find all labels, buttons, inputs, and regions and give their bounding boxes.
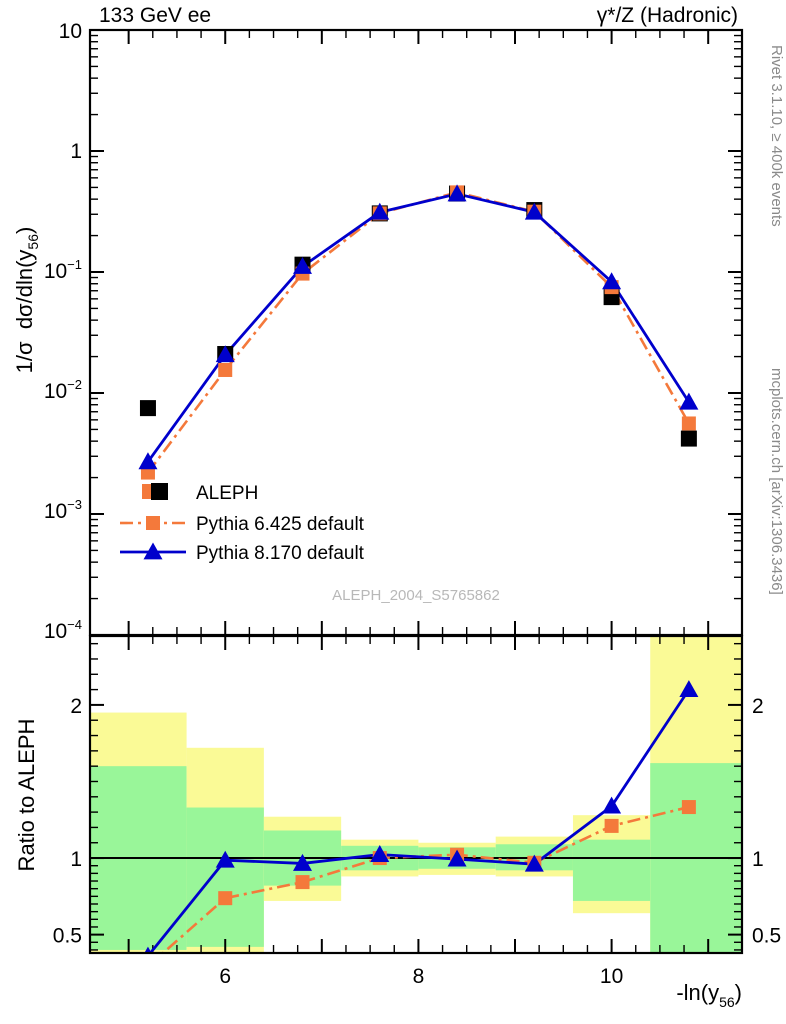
- main-y-axis-label: 1/σ dσ/dln(y56): [12, 227, 41, 374]
- header-right-title: γ*/Z (Hadronic): [597, 4, 738, 27]
- ratio-data-layer: [144, 680, 699, 953]
- legend-item-label: Pythia 8.170 default: [196, 543, 365, 564]
- svg-text:10−2: 10−2: [44, 377, 82, 403]
- ratio-y-axis-label: Ratio to ALEPH: [14, 719, 39, 872]
- header-left-title: 133 GeV ee: [99, 4, 211, 27]
- ratio-plot-frame: [88, 634, 744, 955]
- ratio-y-tick-label-right: 1: [752, 848, 764, 871]
- ratio-y-tick-labels: 0.5 0.5 1 1 2 2: [53, 695, 781, 948]
- main-panel: 1/σ dσ/dln(y56) 10 1 10−1 10−2 10−3 10−4: [12, 20, 744, 643]
- ratio-y-tick-label: 2: [70, 695, 82, 718]
- side-label-mcplots: mcplots.cern.ch [arXiv:1306.3436]: [768, 368, 785, 595]
- x-axis-tick-labels: 6 8 10: [219, 965, 623, 988]
- side-label-rivet: Rivet 3.1.10, ≥ 400k events: [768, 45, 785, 227]
- svg-text:1: 1: [70, 140, 82, 163]
- ratio-y-tick-label: 0.5: [53, 925, 82, 948]
- legend-item-label: Pythia 6.425 default: [196, 514, 365, 535]
- ratio-y-tick-label-right: 2: [752, 695, 764, 718]
- legend: ALEPH Pythia 6.425 default Pythia 8.170 de…: [120, 483, 365, 564]
- main-data-layer: [138, 184, 699, 480]
- x-tick-label: 6: [219, 965, 231, 988]
- ratio-panel: Ratio to ALEPH 0.5 0.5 1 1 2 2 6 8 10 -ln(y56): [14, 634, 781, 1010]
- ratio-y-tick-label: 1: [70, 848, 82, 871]
- svg-text:10: 10: [59, 20, 82, 43]
- ratio-band-inner: [186, 807, 264, 947]
- x-axis-label: -ln(y56): [676, 980, 742, 1010]
- ratio-band-inner: [572, 839, 651, 901]
- x-tick-label: 8: [413, 965, 425, 988]
- ratio-y-tick-label-right: 0.5: [752, 925, 781, 948]
- x-tick-label: 10: [600, 965, 623, 988]
- svg-text:1/σ dσ/dln(y56): 1/σ dσ/dln(y56): [12, 227, 41, 374]
- analysis-watermark: ALEPH_2004_S5765862: [332, 587, 500, 604]
- legend-item-label: ALEPH: [196, 483, 258, 504]
